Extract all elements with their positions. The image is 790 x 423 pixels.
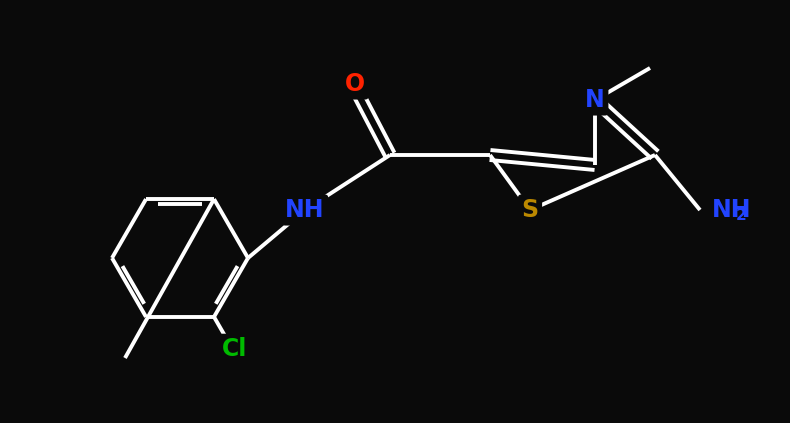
- Text: O: O: [345, 72, 365, 96]
- Text: S: S: [521, 198, 539, 222]
- Text: NH: NH: [285, 198, 325, 222]
- Text: Cl: Cl: [222, 337, 248, 361]
- Text: 2: 2: [736, 208, 747, 222]
- Text: N: N: [585, 88, 605, 112]
- Text: NH: NH: [712, 198, 751, 222]
